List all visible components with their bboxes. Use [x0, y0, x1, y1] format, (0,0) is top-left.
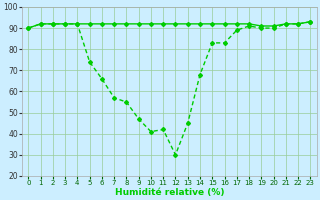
X-axis label: Humidité relative (%): Humidité relative (%)	[115, 188, 224, 197]
